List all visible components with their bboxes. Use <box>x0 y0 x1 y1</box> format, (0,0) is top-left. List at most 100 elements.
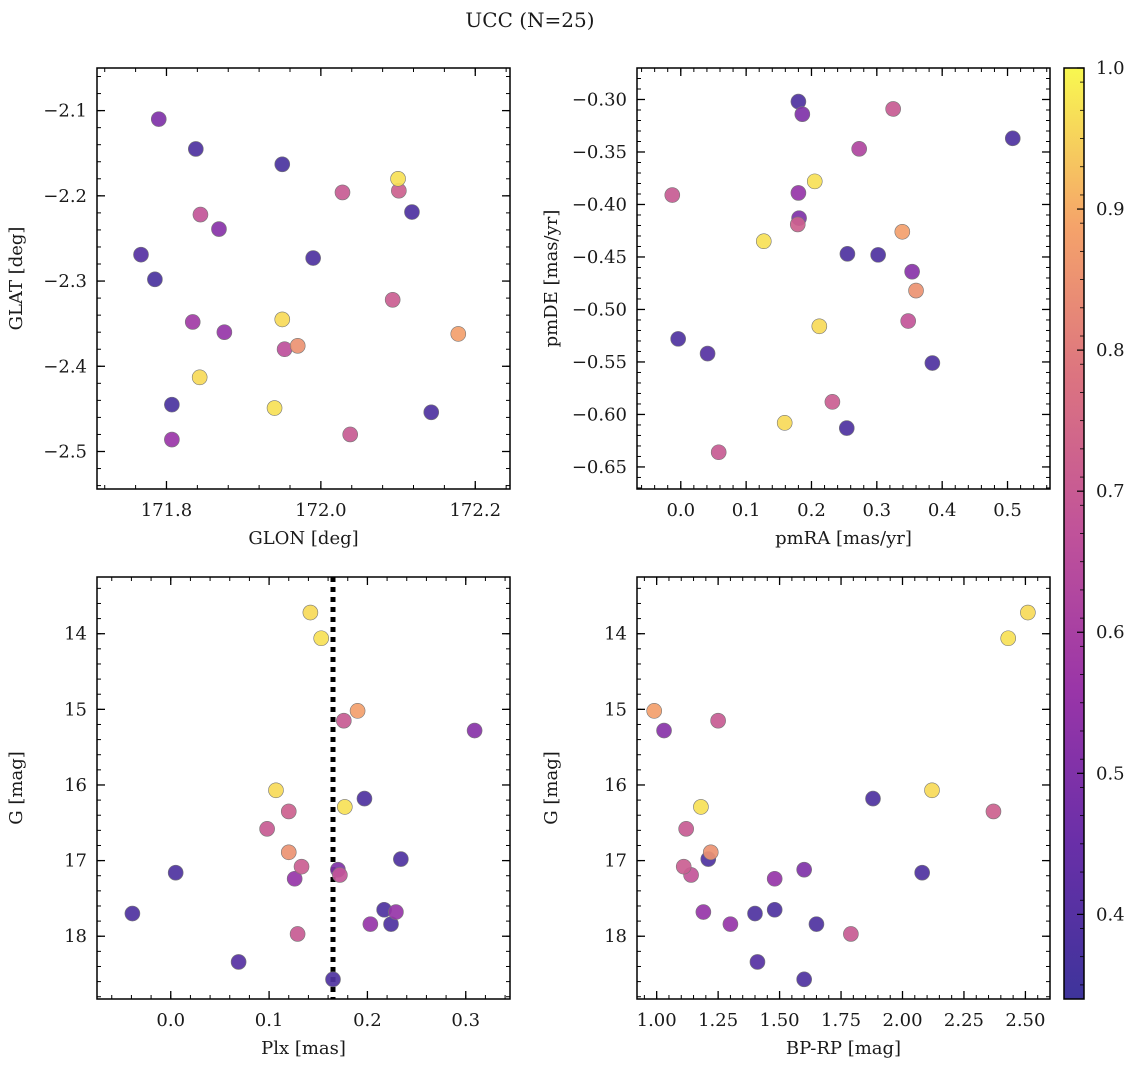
data-point <box>356 790 373 807</box>
y-tick-label: 16 <box>64 775 87 796</box>
data-point <box>450 326 467 342</box>
data-point <box>747 905 763 922</box>
data-point <box>722 916 739 932</box>
x-tick-label: 0.5 <box>993 500 1022 521</box>
data-point <box>349 703 366 719</box>
data-point <box>164 396 180 413</box>
x-tick-label: 0.0 <box>156 1010 185 1031</box>
data-point <box>192 206 209 223</box>
data-point <box>293 858 310 875</box>
x-tick-label: 0.3 <box>863 500 892 521</box>
data-point <box>393 851 409 867</box>
data-point <box>790 185 807 201</box>
data-layer <box>664 93 1021 461</box>
data-point <box>384 292 401 308</box>
x-tick-label: 0.2 <box>353 1010 382 1031</box>
data-point <box>749 954 766 970</box>
data-point <box>466 722 483 739</box>
axes-frame <box>96 576 511 1000</box>
y-tick-label: −2.5 <box>43 442 87 463</box>
data-point <box>133 246 149 263</box>
data-point <box>268 782 284 799</box>
data-point <box>766 870 783 887</box>
x-tick-label: 172.0 <box>295 500 347 521</box>
y-tick-label: −0.65 <box>572 457 627 478</box>
y-tick-label: 15 <box>604 699 627 720</box>
colorbar: 0.4 0.5 0.6 0.7 0.8 0.9 1.0 <box>1063 58 1125 1000</box>
data-point <box>702 844 719 861</box>
data-point <box>230 954 247 970</box>
data-point <box>147 271 163 288</box>
data-point <box>656 722 672 739</box>
data-point <box>843 926 859 942</box>
data-point <box>670 331 686 347</box>
x-tick-label: 1.00 <box>637 1010 677 1031</box>
colorbar-tick-label: 0.4 <box>1096 904 1125 925</box>
data-point <box>259 821 275 837</box>
data-point <box>274 156 291 173</box>
data-point <box>302 604 319 621</box>
data-point <box>276 341 293 358</box>
y-tick-label: −0.45 <box>572 247 627 268</box>
colorbar-gradient <box>1064 68 1084 999</box>
data-point <box>710 712 726 729</box>
data-point <box>796 861 812 878</box>
x-tick-label: 171.8 <box>141 500 193 521</box>
data-point <box>796 971 812 988</box>
y-tick-label: −2.2 <box>43 186 87 207</box>
data-point <box>289 926 306 942</box>
data-point <box>839 246 856 262</box>
colorbar-tick-label: 0.8 <box>1096 340 1125 361</box>
data-point <box>325 971 341 988</box>
data-point <box>865 790 881 807</box>
x-tick-label: 2.50 <box>1005 1010 1045 1031</box>
data-point <box>1004 130 1021 147</box>
data-point <box>274 311 291 328</box>
data-layer <box>133 111 467 448</box>
data-point <box>908 282 924 299</box>
y-tick-label: 16 <box>604 775 627 796</box>
colorbar-tick-label: 0.6 <box>1096 622 1125 643</box>
data-point <box>305 250 321 266</box>
axes-frame <box>96 67 511 490</box>
y-tick-label: −0.50 <box>572 299 627 320</box>
data-point <box>894 223 911 240</box>
data-point <box>924 355 941 371</box>
y-tick-label: −0.40 <box>572 194 627 215</box>
data-point <box>150 111 167 127</box>
data-point <box>191 369 208 386</box>
x-tick-label: 1.25 <box>698 1010 738 1031</box>
data-point <box>695 904 712 920</box>
data-point <box>404 204 420 220</box>
x-axis-label: BP-RP [mag] <box>786 1038 901 1059</box>
panel-bottom-right: 1.00 1.25 1.50 1.75 2.00 2.25 2.50 14 15 16 17 18 BP… <box>541 576 1051 1059</box>
data-point <box>985 803 1002 820</box>
x-tick-label: 0.1 <box>255 1010 284 1031</box>
data-layer <box>646 604 1036 988</box>
x-tick-label: 2.00 <box>882 1010 922 1031</box>
y-tick-label: 18 <box>64 926 87 947</box>
y-tick-label: −0.30 <box>572 89 627 110</box>
panel-top-right: 0.0 0.1 0.2 0.3 0.4 0.5 −0.30 −0.35 −0.40 −0.45 −0… <box>541 67 1051 549</box>
data-point <box>699 345 716 362</box>
data-point <box>184 314 201 330</box>
y-tick-label: 15 <box>64 699 87 720</box>
colorbar-tick-label: 0.5 <box>1096 763 1125 784</box>
y-axis-label: pmDE [mas/yr] <box>541 210 562 348</box>
data-point <box>851 141 867 157</box>
data-layer <box>124 577 483 999</box>
y-tick-label: 17 <box>64 851 87 872</box>
data-point <box>280 803 297 820</box>
data-point <box>362 916 379 932</box>
data-point <box>388 904 404 920</box>
data-point <box>266 400 283 416</box>
panel-bottom-left: 0.0 0.1 0.2 0.3 14 15 16 17 18 Plx [mas] G [mag] <box>6 576 511 1059</box>
data-point <box>1000 630 1017 647</box>
x-tick-label: 2.25 <box>944 1010 984 1031</box>
x-axis-label: Plx [mas] <box>261 1038 346 1059</box>
y-tick-label: −0.55 <box>572 352 627 373</box>
data-point <box>167 864 184 881</box>
x-tick-label: 0.1 <box>732 500 761 521</box>
data-point <box>216 324 233 340</box>
x-tick-label: 0.2 <box>797 500 826 521</box>
